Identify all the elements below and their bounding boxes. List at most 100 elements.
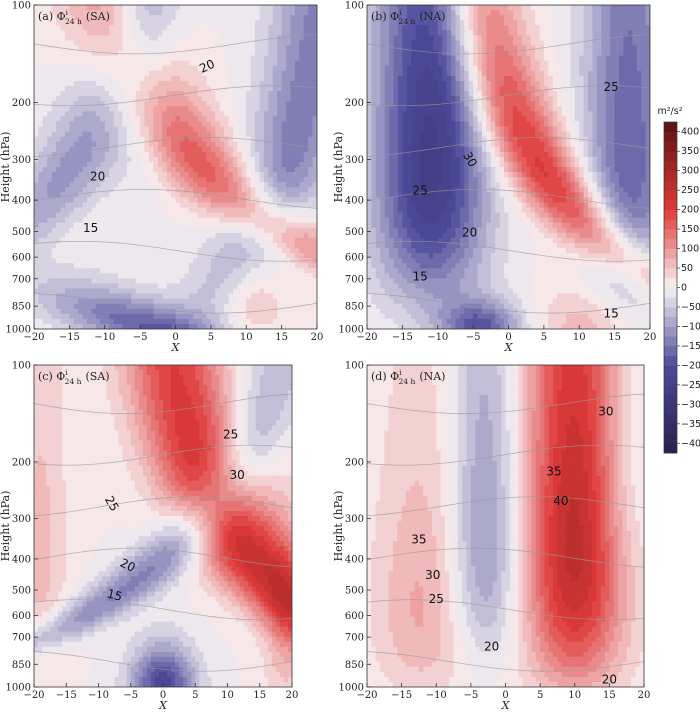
field-cell [371,197,377,204]
field-cell [78,55,84,62]
field-cell [232,25,238,31]
field-cell [237,283,243,290]
field-cell [56,192,62,198]
field-cell [272,293,278,300]
field-cell [241,50,247,57]
field-cell [166,10,172,16]
field-cell [272,91,278,97]
field-cell [375,273,381,279]
field-cell [171,156,177,163]
field-cell [38,202,44,209]
field-cell [166,35,172,42]
field-cell [384,207,390,214]
field-cell [210,187,216,193]
field-cell [47,40,53,47]
field-cell [157,248,163,254]
isoline [34,137,317,158]
field-cell [64,227,70,234]
field-cell [162,197,168,204]
field-cell [250,151,256,158]
field-cell [91,298,97,305]
field-cell [69,308,75,315]
field-cell [263,25,269,31]
field-cell [259,101,265,107]
field-cell [411,75,417,82]
field-cell [157,172,163,178]
field-cell [140,161,146,168]
field-cell [272,278,278,285]
field-cell [87,30,93,36]
field-cell [246,35,252,42]
field-cell [371,288,377,295]
field-cell [384,20,390,26]
field-cell [162,308,168,315]
field-cell [312,35,317,42]
field-cell [131,248,137,254]
field-cell [371,192,377,198]
field-cell [308,293,314,300]
field-cell [140,177,146,183]
field-cell [294,293,300,300]
field-cell [42,25,48,31]
field-cell [371,237,377,244]
field-cell [126,293,132,300]
field-cell [384,106,390,112]
field-cell [384,212,390,219]
field-cell [371,298,377,305]
field-cell [162,55,168,62]
field-cell [250,146,256,153]
field-cell [144,126,150,133]
field-cell [82,323,88,329]
field-cell [157,86,163,92]
field-cell [122,70,128,77]
field-cell [277,212,283,219]
field-cell [290,70,296,77]
field-cell [237,192,243,198]
field-cell [312,75,317,82]
field-cell [157,177,163,183]
field-cell [303,45,309,52]
field-cell [259,96,265,102]
field-cell [202,242,208,249]
field-cell [255,323,261,329]
field-cell [219,172,225,178]
field-cell [375,25,381,31]
field-cell [91,232,97,239]
field-cell [303,273,309,279]
field-cell [286,131,292,138]
field-cell [38,313,44,320]
field-cell [380,106,386,112]
field-cell [193,126,199,133]
field-cell [420,156,426,163]
field-cell [184,202,190,209]
field-cell [237,156,243,163]
field-cell [224,323,230,329]
field-cell [188,146,194,153]
field-cell [193,101,199,107]
field-cell [259,35,265,42]
field-cell [272,318,278,325]
field-cell [64,156,70,163]
field-cell [263,151,269,158]
field-cell [308,96,314,102]
field-cell [193,80,199,87]
field-cell [42,172,48,178]
field-cell [188,197,194,204]
field-cell [255,121,261,128]
field-cell [131,263,137,269]
field-cell [179,242,185,249]
field-cell [122,258,128,264]
field-cell [290,5,296,11]
field-cell [162,192,168,198]
field-cell [100,15,106,21]
field-cell [312,10,317,16]
field-cell [380,258,386,264]
field-cell [290,60,296,67]
field-cell [47,25,53,31]
field-cell [420,30,426,36]
field-cell [82,91,88,97]
field-cell [237,258,243,264]
field-cell [148,258,154,264]
field-cell [51,187,57,193]
field-cell [193,20,199,26]
